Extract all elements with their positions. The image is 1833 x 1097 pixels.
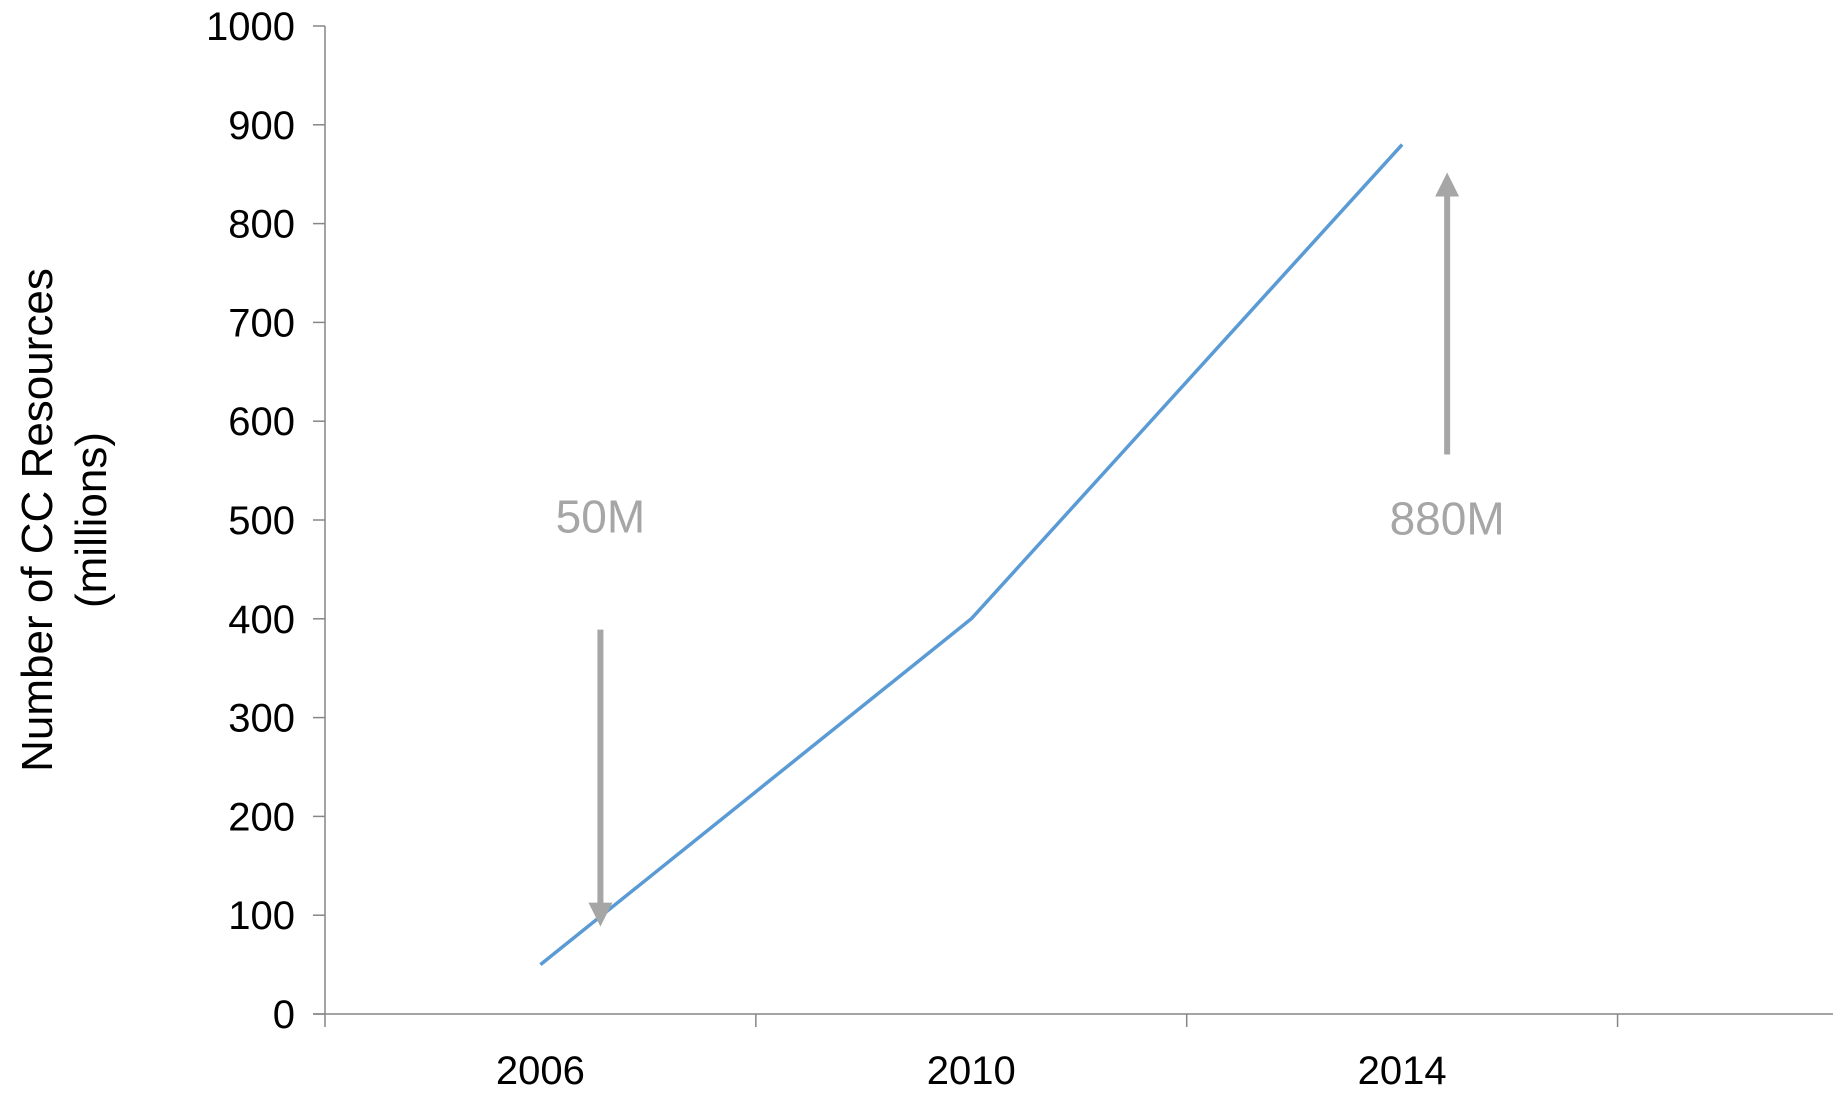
x-tick-label: 2014 [1358, 1049, 1447, 1093]
y-tick-label: 0 [273, 993, 295, 1037]
y-tick-label: 100 [228, 894, 295, 938]
y-tick-label: 700 [228, 301, 295, 345]
x-tick-label: 2010 [927, 1049, 1016, 1093]
annotation-label: 50M [556, 491, 645, 543]
y-tick-label: 300 [228, 697, 295, 741]
y-axis: 0 100 200 300 400 500 600 700 800 900 1000 [206, 5, 326, 1037]
y-axis-title: Number of CC Resources (millions) [13, 268, 116, 772]
y-tick-label: 200 [228, 795, 295, 839]
series-line [539, 143, 1404, 966]
x-axis: 2006 2010 2014 [313, 1013, 1833, 1093]
y-tick-label: 1000 [206, 5, 295, 49]
y-axis-title-line: (millions) [67, 432, 116, 608]
annotations: 50M 880M [556, 172, 1505, 927]
y-axis-title-text: Number of CC Resources (millions) [13, 268, 116, 772]
y-tick-label: 600 [228, 400, 295, 444]
x-tick-label: 2006 [496, 1049, 585, 1093]
y-tick-label: 400 [228, 598, 295, 642]
y-tick-label: 900 [228, 104, 295, 148]
y-tick-label: 500 [228, 499, 295, 543]
y-tick-label: 800 [228, 203, 295, 247]
y-axis-title-line: Number of CC Resources [13, 268, 62, 772]
annotation-label: 880M [1390, 493, 1505, 545]
series-line-group [539, 143, 1404, 966]
